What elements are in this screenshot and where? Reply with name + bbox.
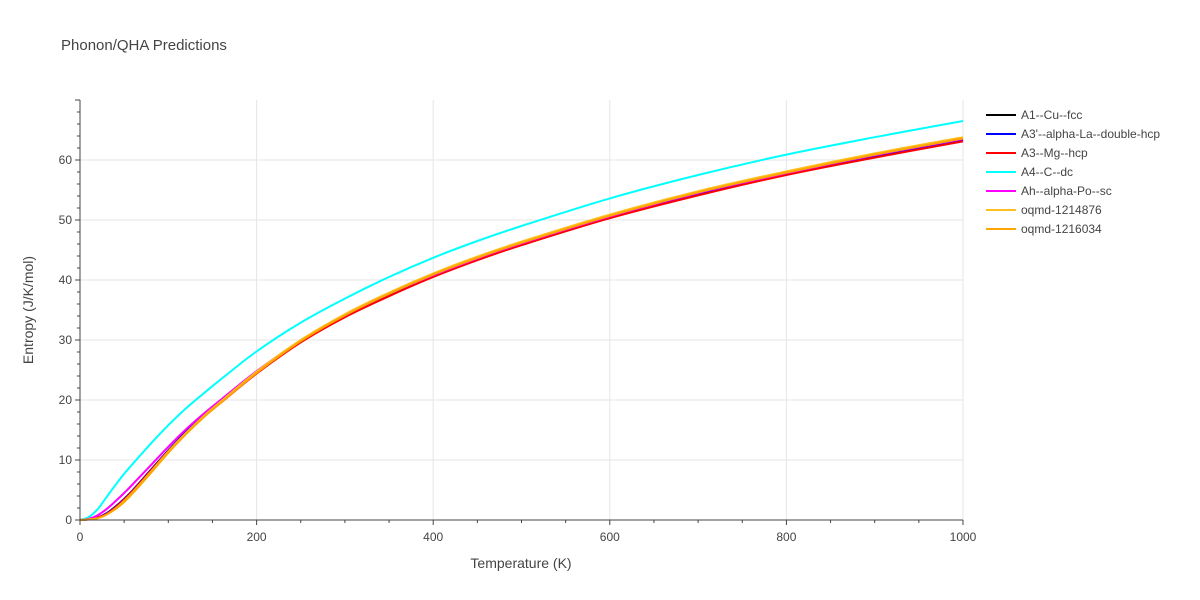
y-tick-label: 20 [59,393,73,407]
legend-item[interactable]: A1--Cu--fcc [986,108,1082,122]
legend-item[interactable]: oqmd-1214876 [986,203,1102,217]
legend-item[interactable]: oqmd-1216034 [986,222,1102,236]
x-tick-label: 0 [77,530,84,544]
y-tick-label: 60 [59,153,73,167]
x-tick-label: 1000 [950,530,977,544]
y-tick-label: 40 [59,273,73,287]
grid [80,100,964,520]
legend-item[interactable]: A3--Mg--hcp [986,146,1088,160]
tick-labels: 0 200 400 600 800 1000 0 10 20 30 40 50 60 [59,153,977,544]
y-tick-label: 30 [59,333,73,347]
legend-label: oqmd-1214876 [1021,203,1102,217]
series-line-2 [79,138,964,521]
legend-label: Ah--alpha-Po--sc [1021,184,1112,198]
series-line-7 [79,137,964,521]
legend-label: A1--Cu--fcc [1021,108,1082,122]
legend-label: oqmd-1216034 [1021,222,1102,236]
x-axis-label: Temperature (K) [470,555,571,571]
y-tick-label: 50 [59,213,73,227]
legend-label: A3'--alpha-La--double-hcp [1021,127,1160,141]
legend-item[interactable]: A3'--alpha-La--double-hcp [986,127,1160,141]
y-tick-label: 0 [65,513,72,527]
legend-label: A3--Mg--hcp [1021,146,1088,160]
chart-title: Phonon/QHA Predictions [61,37,227,54]
x-tick-label: 600 [600,530,620,544]
series-layer [79,120,964,521]
x-tick-label: 200 [247,530,267,544]
axes [75,99,964,525]
y-tick-label: 10 [59,453,73,467]
series-line-6 [79,136,964,521]
y-axis-label: Entropy (J/K/mol) [20,256,36,364]
legend[interactable]: A1--Cu--fcc A3'--alpha-La--double-hcp A3--… [986,108,1160,236]
legend-item[interactable]: A4--C--dc [986,165,1073,179]
legend-item[interactable]: Ah--alpha-Po--sc [986,184,1112,198]
series-line-5 [79,138,964,521]
series-line-1 [79,138,964,521]
series-line-4 [79,120,964,521]
x-tick-label: 800 [776,530,796,544]
legend-label: A4--C--dc [1021,165,1073,179]
x-tick-label: 400 [423,530,443,544]
series-line-3 [79,140,964,521]
